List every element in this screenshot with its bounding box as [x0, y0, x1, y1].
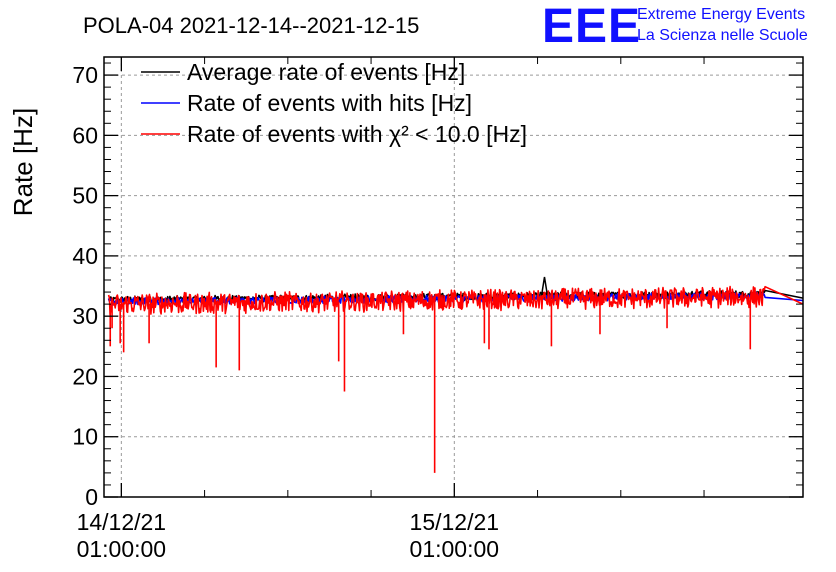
y-axis-label: Rate [Hz]	[8, 108, 38, 216]
y-tick-label: 40	[72, 243, 98, 269]
legend: Average rate of events [Hz] Rate of event…	[141, 59, 527, 147]
legend-label: Rate of events with hits [Hz]	[187, 90, 472, 116]
logo-letters: EEE	[542, 0, 641, 53]
x-tick-date: 15/12/21	[410, 509, 500, 535]
y-tick-label: 50	[72, 183, 98, 209]
series-spike	[540, 276, 549, 297]
y-tick-label: 70	[72, 62, 98, 88]
y-axis: 0 10 20 30 40 50 60 70	[72, 62, 803, 510]
series-line	[107, 285, 804, 316]
y-tick-label: 30	[72, 303, 98, 329]
y-tick-label: 0	[85, 484, 98, 510]
legend-label: Average rate of events [Hz]	[187, 59, 465, 85]
y-tick-label: 60	[72, 122, 98, 148]
plot-frame	[103, 56, 804, 498]
y-tick-label: 20	[72, 363, 98, 389]
x-tick-date: 14/12/21	[77, 509, 167, 535]
grid	[104, 57, 803, 497]
legend-label: Rate of events with χ² < 10.0 [Hz]	[187, 121, 527, 147]
series-layer	[107, 276, 804, 473]
logo-line-1: Extreme Energy Events	[637, 6, 805, 23]
y-tick-label: 10	[72, 424, 98, 450]
x-tick-clock: 01:00:00	[410, 536, 500, 562]
eee-logo: EEE Extreme Energy Events La Scienza nel…	[542, 0, 808, 53]
chart-title: POLA-04 2021-12-14--2021-12-15	[83, 13, 419, 38]
x-tick-clock: 01:00:00	[77, 536, 167, 562]
logo-line-2: La Scienza nelle Scuole	[637, 27, 808, 44]
